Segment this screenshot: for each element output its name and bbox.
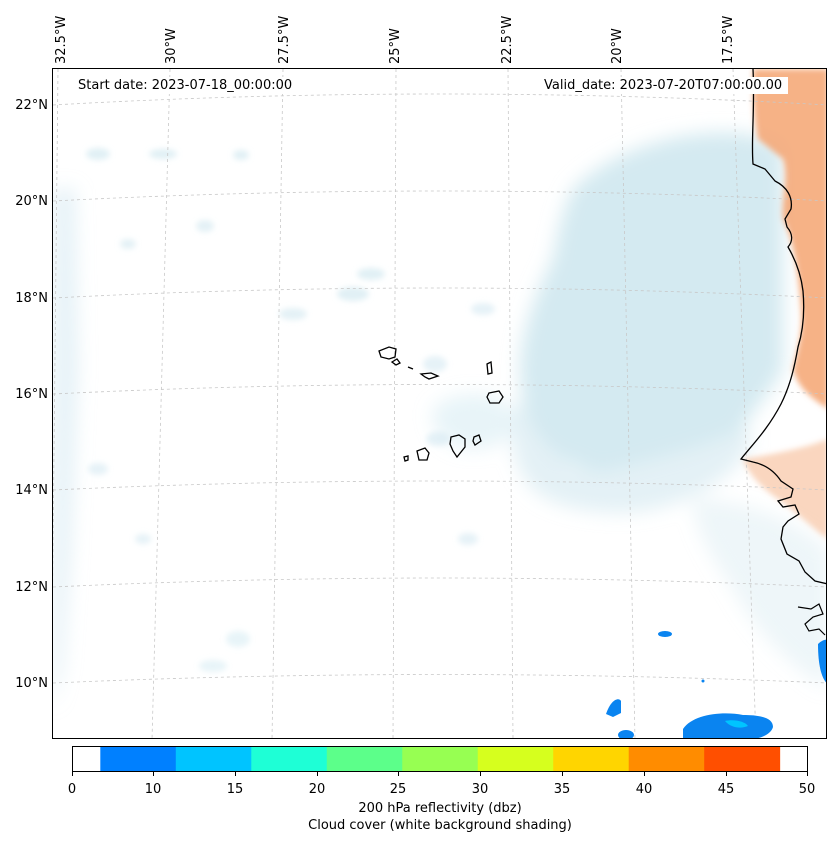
colorbar-tick-mark: [235, 772, 236, 776]
colorbar-tick-mark: [72, 772, 73, 776]
colorbar-segment-3: [326, 747, 403, 771]
colorbar-segment-8: [704, 747, 781, 771]
colorbar-segment-0: [100, 747, 177, 771]
colorbar-tick-mark: [644, 772, 645, 776]
lat-label-16n: 16°N: [15, 387, 48, 402]
colorbar-label: 200 hPa reflectivity (dbz): [358, 801, 522, 816]
colorbar-tick-mark: [317, 772, 318, 776]
cape-verde-islands: [378, 346, 504, 462]
colorbar-sublabel: Cloud cover (white background shading): [308, 818, 572, 833]
colorbar-tick-mark: [562, 772, 563, 776]
start-date-label: Start date: 2023-07-18_00:00:00: [72, 77, 299, 94]
colorbar-tick-35: 35: [553, 782, 571, 797]
lon-label-25w: 25°W: [388, 28, 403, 64]
lat-label-10n: 10°N: [15, 676, 48, 691]
colorbar-tick-0: 0: [67, 782, 77, 797]
colorbar-tick-10: 10: [144, 782, 162, 797]
cloud-cells: [86, 148, 495, 672]
colorbar-segment-4: [402, 747, 479, 771]
lon-label-30w: 30°W: [164, 28, 179, 64]
reflectivity-cells: [606, 631, 826, 738]
colorbar-segment-1: [175, 747, 252, 771]
lon-label-22-5w: 22.5°W: [500, 15, 515, 64]
map-canvas: [53, 69, 826, 738]
colorbar-segment-5: [477, 747, 554, 771]
valid-date-label: Valid_date: 2023-07-20T07:00:00.00: [538, 77, 789, 94]
lat-label-22n: 22°N: [15, 98, 48, 113]
colorbar-segment-2: [251, 747, 328, 771]
colorbar-tick-mark: [726, 772, 727, 776]
colorbar-tick-mark: [480, 772, 481, 776]
lon-label-20w: 20°W: [610, 28, 625, 64]
lon-label-17-5w: 17.5°W: [721, 15, 736, 64]
land-shading: [743, 69, 826, 538]
lat-label-20n: 20°N: [15, 194, 48, 209]
reflectivity-cell-10-15dbz: [725, 720, 748, 728]
colorbar-tick-40: 40: [635, 782, 653, 797]
colorbar-tick-mark: [398, 772, 399, 776]
lon-label-27-5w: 27.5°W: [277, 15, 292, 64]
graticule: [53, 69, 826, 738]
lon-label-32-5w: 32.5°W: [54, 15, 69, 64]
lat-label-18n: 18°N: [15, 291, 48, 306]
colorbar-tick-30: 30: [471, 782, 489, 797]
guinea-coast: [797, 603, 826, 636]
colorbar-tick-mark: [153, 772, 154, 776]
colorbar-tick-mark: [807, 772, 808, 776]
africa-coastline: [739, 69, 826, 585]
cloud-cover-shading: [53, 132, 826, 709]
colorbar-segment-6: [553, 747, 630, 771]
colorbar-segment-7: [628, 747, 705, 771]
colorbar-tick-50: 50: [798, 782, 816, 797]
colorbar-tick-45: 45: [717, 782, 735, 797]
lat-label-12n: 12°N: [15, 580, 48, 595]
colorbar-tick-15: 15: [226, 782, 244, 797]
lat-label-14n: 14°N: [15, 483, 48, 498]
colorbar-tick-20: 20: [308, 782, 326, 797]
colorbar: [72, 746, 808, 772]
map-panel[interactable]: [52, 68, 827, 739]
colorbar-tick-25: 25: [389, 782, 407, 797]
